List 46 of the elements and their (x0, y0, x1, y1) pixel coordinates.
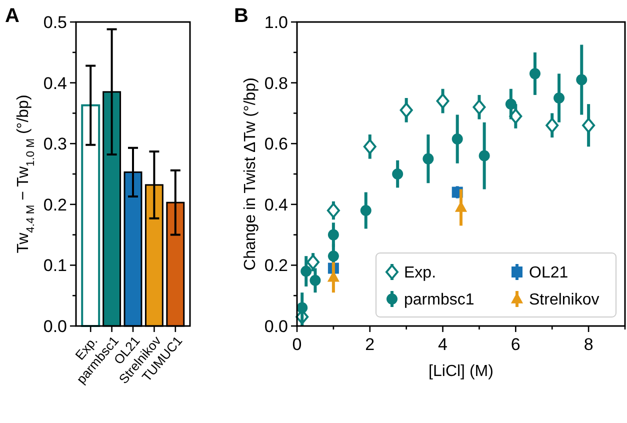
x-tick-label: 4 (438, 335, 448, 354)
y-tick-label: 0.2 (264, 256, 288, 276)
point (478, 150, 490, 162)
x-tick-label: 2 (365, 335, 375, 354)
y-tick-label: 0.8 (264, 74, 288, 93)
point (546, 118, 559, 133)
x-tick-label: 6 (510, 335, 520, 354)
y-tick-label: 0.2 (43, 195, 67, 214)
legend-label: Strelnikov (529, 292, 600, 309)
point (505, 98, 516, 110)
point (328, 250, 339, 262)
point (363, 139, 376, 154)
point (296, 302, 308, 314)
legend-label: Exp. (404, 264, 436, 282)
point (422, 153, 434, 164)
x-axis-title: [LiCl] (M) (428, 363, 494, 380)
y-tick-label: 0.1 (43, 256, 67, 276)
point (554, 92, 565, 104)
y-tick-label: 0.3 (43, 134, 67, 154)
point (472, 100, 486, 115)
y-tick-label: 1.0 (264, 12, 288, 32)
y-tick-label: 0.0 (264, 316, 288, 336)
point (576, 74, 588, 86)
legend-label: OL21 (529, 264, 568, 282)
point (360, 204, 372, 216)
y-tick-label: 0.4 (264, 195, 288, 214)
point (400, 102, 413, 118)
x-tick-label: 8 (584, 335, 594, 354)
y-tick-label: 0.4 (43, 74, 67, 93)
y-tick-label: 0.0 (43, 316, 67, 336)
chart-title: A (5, 5, 20, 27)
y-tick-label: 0.5 (43, 12, 67, 32)
y-tick-label: 0.6 (264, 134, 288, 154)
point (300, 266, 312, 277)
point (436, 93, 450, 109)
point (392, 168, 404, 180)
chart-title: B (234, 5, 248, 27)
point (582, 118, 596, 133)
x-tick-label: 0 (292, 335, 302, 354)
legend-label: parmbsc1 (404, 292, 474, 309)
y-axis-title: Change in Twist ΔTw (°/bp) (242, 78, 259, 270)
bar (81, 104, 100, 327)
point (310, 274, 321, 286)
point (452, 134, 463, 145)
point (328, 229, 339, 240)
point (529, 68, 540, 80)
